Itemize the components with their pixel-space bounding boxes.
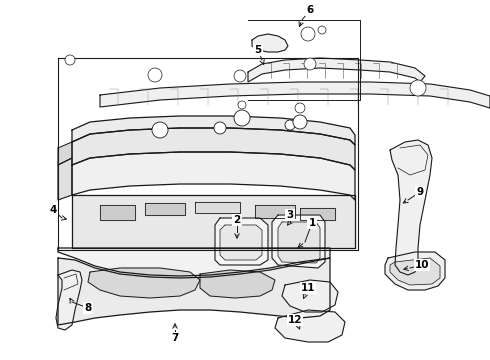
Text: 11: 11 <box>301 283 315 293</box>
Polygon shape <box>100 82 490 108</box>
Polygon shape <box>58 248 330 276</box>
Text: 8: 8 <box>84 303 92 313</box>
Text: 5: 5 <box>254 45 262 55</box>
Polygon shape <box>72 152 355 200</box>
Polygon shape <box>56 270 82 330</box>
Polygon shape <box>220 225 262 260</box>
Polygon shape <box>200 270 275 298</box>
Polygon shape <box>145 203 185 215</box>
Polygon shape <box>248 58 425 82</box>
Circle shape <box>65 55 75 65</box>
Polygon shape <box>88 268 200 298</box>
Polygon shape <box>195 202 240 213</box>
Text: 7: 7 <box>172 333 179 343</box>
Text: 12: 12 <box>288 315 302 325</box>
Text: 4: 4 <box>49 205 57 215</box>
Circle shape <box>234 110 250 126</box>
Polygon shape <box>58 258 330 325</box>
Polygon shape <box>100 205 135 220</box>
Circle shape <box>214 122 226 134</box>
Polygon shape <box>282 280 338 312</box>
Polygon shape <box>58 142 72 165</box>
Polygon shape <box>72 116 355 145</box>
Circle shape <box>285 120 295 130</box>
Polygon shape <box>390 140 432 275</box>
Polygon shape <box>275 310 345 342</box>
Circle shape <box>148 68 162 82</box>
Polygon shape <box>300 208 335 220</box>
Text: 10: 10 <box>415 260 429 270</box>
Text: 1: 1 <box>308 218 316 228</box>
Circle shape <box>234 70 246 82</box>
Text: 9: 9 <box>416 187 423 197</box>
Polygon shape <box>72 195 355 248</box>
Polygon shape <box>390 258 440 285</box>
Circle shape <box>318 26 326 34</box>
Circle shape <box>295 103 305 113</box>
Polygon shape <box>278 222 320 263</box>
Polygon shape <box>58 158 72 200</box>
Circle shape <box>238 101 246 109</box>
Circle shape <box>293 115 307 129</box>
Circle shape <box>152 122 168 138</box>
Polygon shape <box>272 215 325 268</box>
Polygon shape <box>252 34 288 52</box>
Polygon shape <box>255 205 295 218</box>
Circle shape <box>301 27 315 41</box>
Polygon shape <box>215 218 268 265</box>
Text: 6: 6 <box>306 5 314 15</box>
Polygon shape <box>72 128 355 170</box>
Text: 3: 3 <box>286 210 294 220</box>
Text: 2: 2 <box>233 215 241 225</box>
Circle shape <box>304 58 316 70</box>
Polygon shape <box>385 252 445 290</box>
Circle shape <box>410 80 426 96</box>
